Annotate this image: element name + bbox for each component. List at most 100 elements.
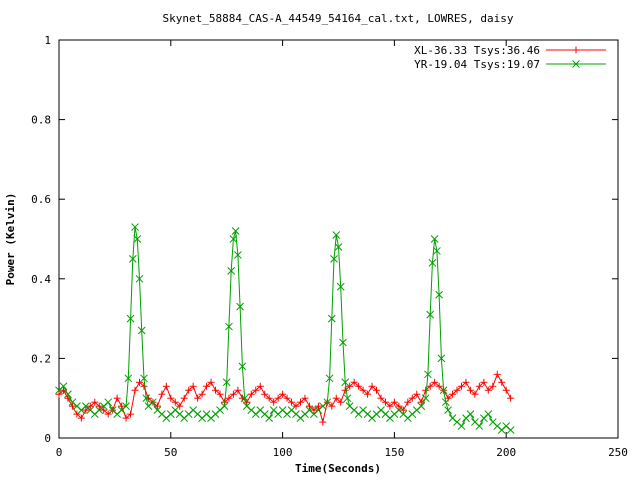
data-point [502,386,510,394]
data-point [339,338,347,347]
data-point [225,322,233,331]
data-point [216,390,224,398]
data-point [330,255,338,263]
data-point [498,378,506,386]
chart-title: Skynet_58884_CAS-A_44549_54164_cal.txt, … [163,12,514,25]
data-point [332,394,340,402]
data-point [137,326,146,335]
data-point [149,398,157,407]
data-point [100,406,108,414]
data-point [222,378,231,387]
data-point [301,394,309,402]
data-point [234,251,242,259]
data-point [140,382,148,390]
data-point [135,378,143,386]
x-tick-label: 200 [496,446,516,459]
data-point [158,390,166,398]
legend-swatch-marker [572,60,580,68]
data-point [435,382,443,390]
data-point [404,398,412,406]
data-point [355,382,363,390]
data-point [314,402,322,410]
data-point [68,402,76,410]
data-point [261,390,269,398]
data-point [227,266,236,275]
x-tick-label: 150 [384,446,404,459]
series-1 [55,370,515,426]
data-point [480,378,488,386]
series-layer [55,223,515,434]
data-point [256,382,264,390]
axis-ticks: 0 50 100 150 200 250 0 0.2 0.4 0.6 0.8 1 [31,34,628,459]
data-point [350,378,358,386]
data-point [104,398,113,407]
data-point [189,382,197,390]
data-point [457,422,466,430]
data-point [422,386,430,394]
data-point [368,382,376,390]
data-point [337,398,345,406]
data-point [475,382,483,390]
data-point [73,410,81,418]
data-point [212,386,220,394]
data-point [431,378,439,386]
data-point [439,386,448,395]
data-point [185,386,193,394]
data-point [341,386,349,394]
data-point [359,386,367,394]
data-point [265,414,274,422]
legend-swatch-marker [572,46,580,54]
data-point [288,398,296,406]
data-point [426,382,434,390]
data-point [444,406,452,414]
data-point [135,274,144,283]
data-point [292,402,300,410]
y-tick-label: 1 [44,34,51,47]
data-point [507,394,515,402]
data-point [462,378,470,386]
data-point [113,394,121,402]
data-point [296,398,304,406]
data-point [395,402,403,410]
x-tick-label: 100 [273,446,293,459]
data-point [484,386,492,394]
data-point [421,394,430,403]
data-point [424,370,432,379]
data-point [489,382,497,390]
data-point [453,386,461,394]
data-point [180,394,188,402]
data-point [252,386,260,394]
data-point [310,406,318,414]
data-point [167,394,175,402]
data-point [430,235,439,243]
data-point [437,354,446,363]
data-point [466,410,475,418]
data-point [399,406,407,414]
y-tick-label: 0.4 [31,273,51,286]
data-point [364,390,372,398]
data-point [428,259,437,267]
data-point [343,394,352,403]
data-point [231,227,240,235]
data-point [332,231,341,239]
y-tick-label: 0.8 [31,114,51,127]
data-point [346,382,354,390]
data-point [82,406,90,414]
data-point [126,314,135,323]
data-point [305,402,313,410]
data-point [140,374,148,383]
data-point [55,390,63,398]
data-point [86,402,94,410]
x-tick-label: 50 [164,446,177,459]
data-point [203,382,211,390]
data-point [225,394,233,402]
data-point [104,410,112,418]
data-point [283,394,291,402]
data-point [220,402,229,411]
y-axis-label: Power (Kelvin) [4,193,17,286]
data-point [417,402,426,411]
data-point [128,255,137,263]
y-tick-label: 0 [44,432,51,445]
x-tick-label: 250 [608,446,628,459]
data-point [435,290,443,299]
